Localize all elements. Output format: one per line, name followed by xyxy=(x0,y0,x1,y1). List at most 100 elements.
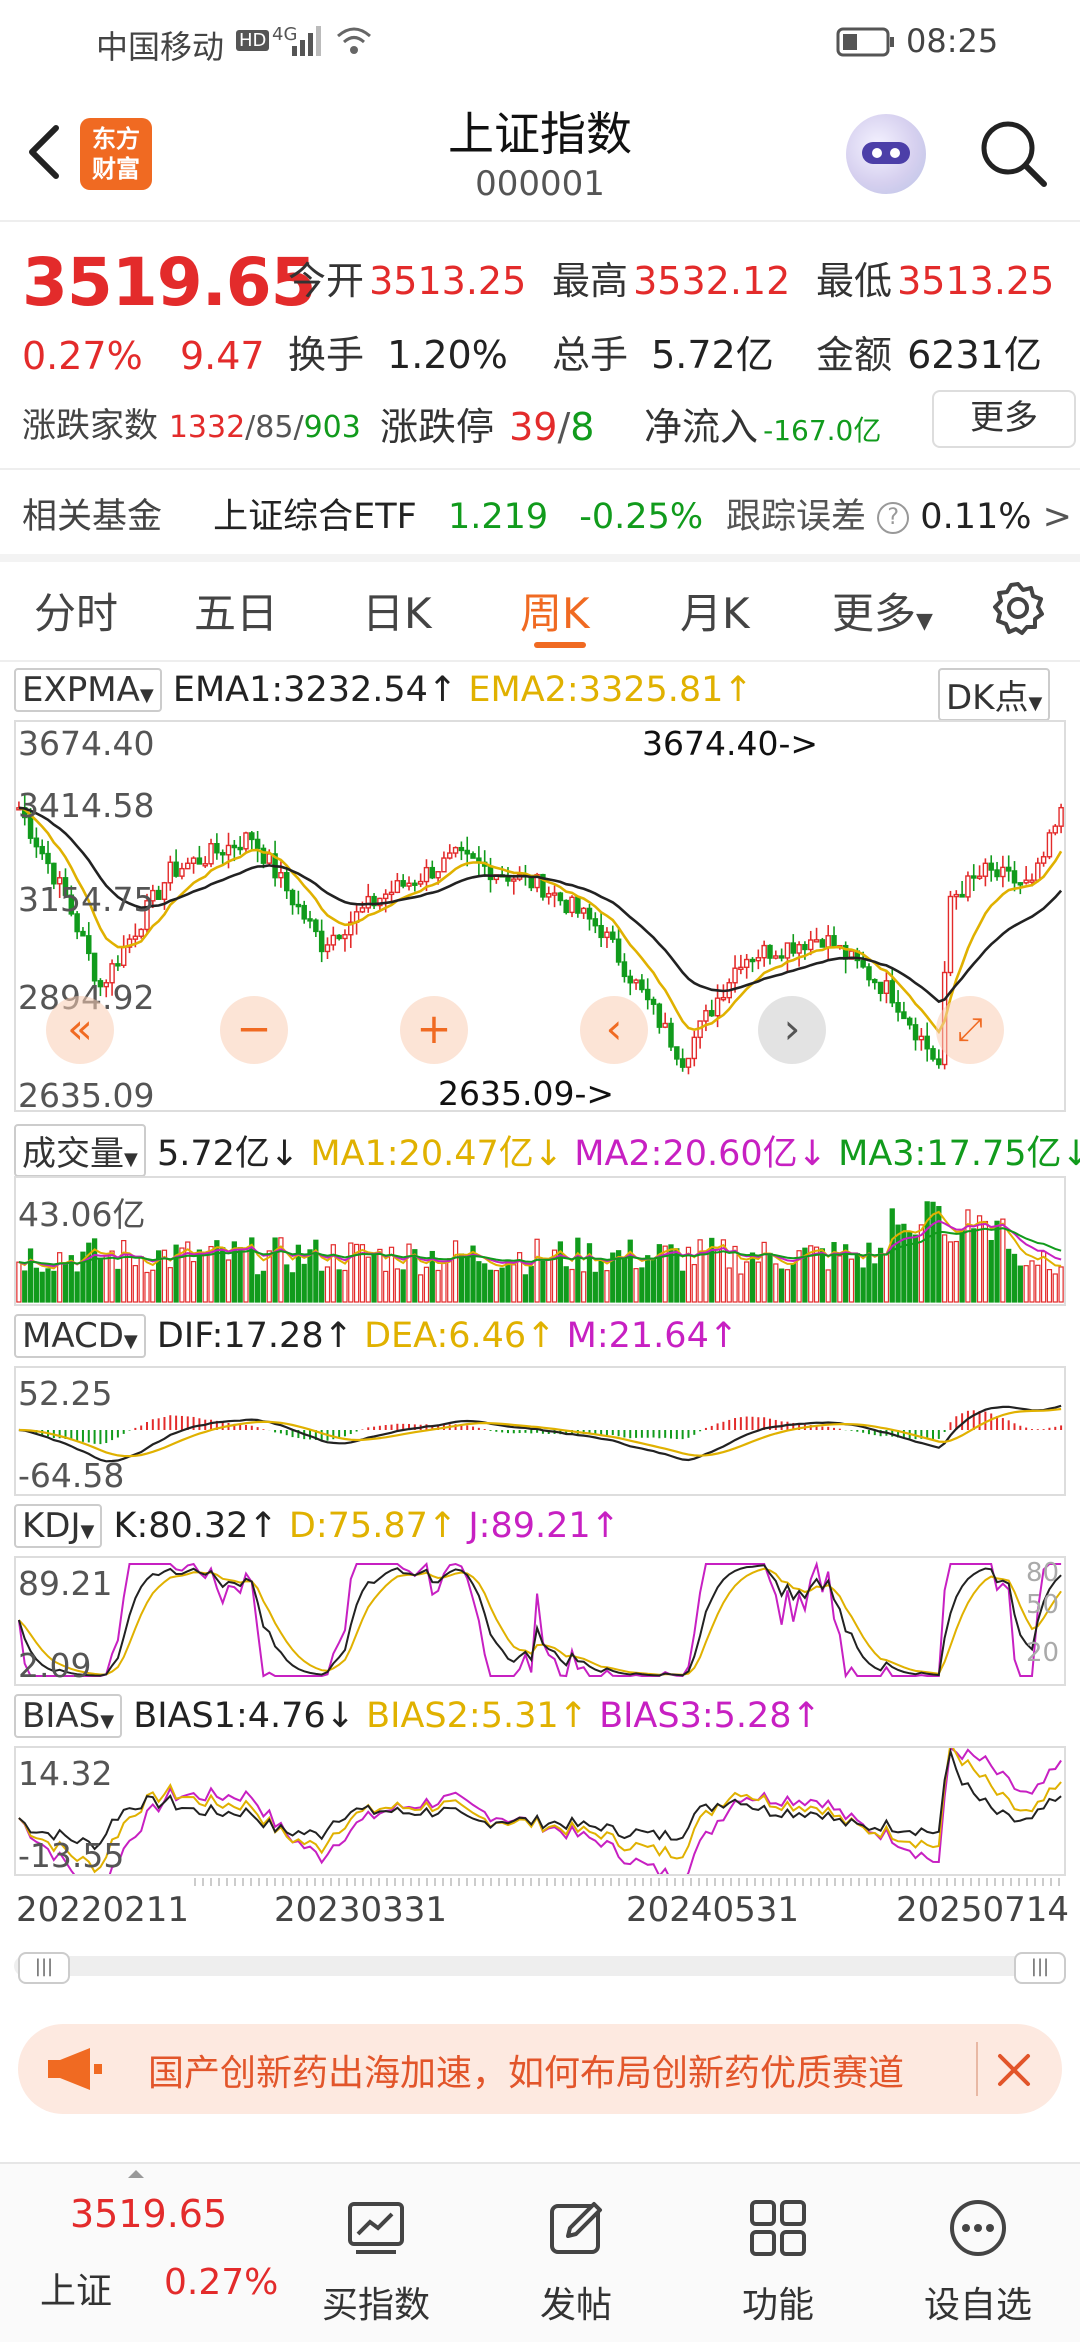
more-button[interactable]: 更多 xyxy=(932,390,1076,448)
volume-bar xyxy=(912,1234,919,1303)
volume-bar xyxy=(278,1237,284,1303)
indicator-selector-expma[interactable]: EXPMA▼ xyxy=(14,668,162,712)
open-label: 今开 xyxy=(288,259,365,303)
volume-bar xyxy=(1035,1264,1041,1303)
volume-bar xyxy=(132,1265,138,1303)
volume-value: 5.72亿 xyxy=(651,333,774,377)
volume-bar xyxy=(860,1267,866,1303)
carrier-name: 中国移动 xyxy=(96,28,225,66)
bottom-index-change[interactable]: 0.27% xyxy=(164,2262,279,2303)
zoom-out-button[interactable]: − xyxy=(220,996,288,1064)
step-right-button[interactable]: › xyxy=(758,996,826,1064)
candle xyxy=(557,892,564,902)
candle xyxy=(342,934,348,940)
tab-five-day[interactable]: 五日 xyxy=(194,589,279,638)
buy-index-button[interactable]: 买指数 xyxy=(296,2164,456,2328)
main-chart-legend: EXPMA▼ EMA1:3232.54↑ EMA2:3325.81↑ xyxy=(14,668,753,712)
volume-bar xyxy=(260,1270,267,1303)
kdj-chart[interactable]: 89.21 2.09 80 50 20 xyxy=(14,1556,1066,1686)
back-arrow-icon[interactable] xyxy=(22,122,68,182)
add-to-watchlist-button[interactable]: 设自选 xyxy=(898,2164,1058,2328)
candle xyxy=(598,924,604,939)
bottom-index-name[interactable]: 上证 xyxy=(40,2271,113,2312)
low-label: 最低 xyxy=(816,259,893,303)
tab-intraday[interactable]: 分时 xyxy=(34,589,119,638)
zoom-in-button[interactable]: + xyxy=(400,996,468,1064)
close-icon[interactable] xyxy=(994,2050,1034,2090)
change-percent: 0.27% xyxy=(22,334,143,378)
candle xyxy=(97,980,104,988)
tab-monthly-k[interactable]: 月K xyxy=(680,589,750,638)
kdj-j: J:89.21 xyxy=(468,1506,591,1546)
volume-bar xyxy=(266,1250,272,1303)
help-icon[interactable]: ? xyxy=(877,502,910,534)
volume-bar xyxy=(441,1262,447,1303)
robot-assistant-avatar[interactable] xyxy=(846,114,926,194)
grid-icon xyxy=(750,2200,806,2256)
breadth-label: 涨跌家数 xyxy=(22,406,158,446)
candle xyxy=(872,978,878,984)
fullscreen-button[interactable]: ⤢ xyxy=(936,996,1004,1064)
range-slider-track[interactable] xyxy=(14,1956,1066,1976)
tab-daily-k[interactable]: 日K xyxy=(362,589,432,638)
post-button[interactable]: 发帖 xyxy=(496,2164,656,2328)
netflow-group: 净流入 -167.0亿 xyxy=(644,396,881,451)
kdj-d-line xyxy=(18,1567,1062,1676)
volume-bar xyxy=(39,1271,45,1303)
volume-bar xyxy=(877,1247,884,1303)
banner-text[interactable]: 国产创新药出海加速，如何布局创新药优质赛道 xyxy=(148,2053,905,2094)
volume-bar xyxy=(1011,1253,1018,1303)
bias-chart[interactable]: 14.32 -13.55 xyxy=(14,1746,1066,1876)
candle xyxy=(295,903,302,908)
volume-bar xyxy=(808,1245,814,1303)
functions-button[interactable]: 功能 xyxy=(698,2164,858,2328)
volume-bar xyxy=(167,1267,173,1303)
candle xyxy=(359,907,366,913)
tab-weekly-k[interactable]: 周K xyxy=(520,589,590,638)
indicator-selector-kdj[interactable]: KDJ▼ xyxy=(14,1504,103,1548)
range-slider-left-handle[interactable]: ||| xyxy=(18,1952,70,1984)
candle xyxy=(336,934,342,940)
tracking-error[interactable]: 跟踪误差 ? 0.11% > xyxy=(726,488,1072,539)
limit-down-count: 8 xyxy=(570,405,595,449)
volume-bar xyxy=(371,1254,377,1303)
indicator-selector-volume[interactable]: 成交量▼ xyxy=(14,1124,146,1177)
candle xyxy=(464,849,470,855)
candle xyxy=(1035,862,1041,881)
indicator-selector-bias[interactable]: BIAS▼ xyxy=(14,1694,123,1738)
dk-point-button[interactable]: DK点▼ xyxy=(938,668,1051,721)
netflow-label: 净流入 xyxy=(644,405,759,449)
macd-chart[interactable]: 52.25 -64.58 xyxy=(14,1366,1066,1496)
tracking-value: 0.11% xyxy=(920,497,1032,537)
gear-icon[interactable] xyxy=(990,580,1046,636)
related-fund-row[interactable]: 相关基金 上证综合ETF 1.219 -0.25% xyxy=(22,488,703,539)
scroll-left-button[interactable]: « xyxy=(46,996,114,1064)
range-slider-right-handle[interactable]: ||| xyxy=(1014,1952,1066,1984)
date-label-3: 20240531 xyxy=(626,1890,800,1930)
eastmoney-logo: 东方 财富 xyxy=(80,118,152,190)
bias-svg xyxy=(18,1748,1062,1874)
battery-icon xyxy=(836,27,894,57)
kdj-axis-top: 89.21 xyxy=(18,1564,113,1603)
candle xyxy=(214,843,220,854)
search-icon[interactable] xyxy=(978,118,1048,188)
indicator-selector-macd[interactable]: MACD▼ xyxy=(14,1314,146,1358)
volume-bar xyxy=(982,1220,989,1303)
volume-bar xyxy=(563,1266,569,1303)
candle xyxy=(866,966,872,981)
step-left-button[interactable]: ‹ xyxy=(580,996,648,1064)
amount-label: 金额 xyxy=(816,333,893,377)
bottom-index-price[interactable]: 3519.65 xyxy=(70,2192,228,2236)
expand-caret-icon[interactable] xyxy=(128,2170,144,2178)
volume-bar xyxy=(68,1255,74,1303)
volume-bar xyxy=(703,1250,709,1303)
news-banner[interactable]: 国产创新药出海加速，如何布局创新药优质赛道 xyxy=(18,2024,1062,2114)
volume-bar xyxy=(901,1223,907,1303)
kdj-k-line xyxy=(17,1564,1062,1677)
candlestick-chart[interactable]: 3674.40 3414.58 3154.75 2894.92 2635.09 … xyxy=(14,720,1066,1115)
candle xyxy=(144,900,150,931)
volume-chart[interactable]: 43.06亿 xyxy=(14,1176,1066,1306)
volume-bar xyxy=(674,1248,680,1303)
tab-more[interactable]: 更多▼ xyxy=(832,589,933,638)
candle xyxy=(447,852,453,859)
